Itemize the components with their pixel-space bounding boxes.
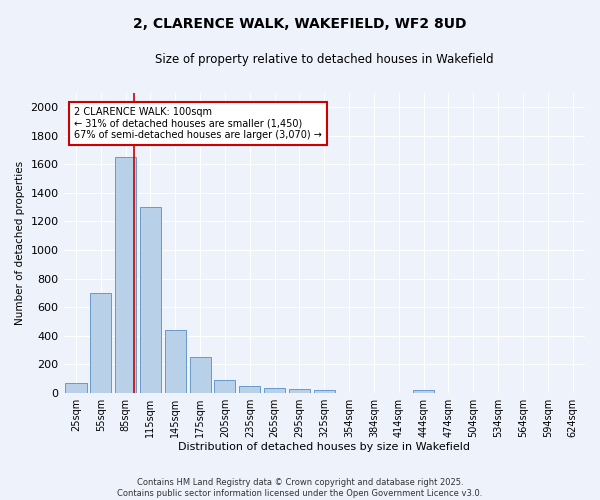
- Bar: [239, 386, 260, 392]
- Bar: [90, 293, 112, 392]
- Text: 2, CLARENCE WALK, WAKEFIELD, WF2 8UD: 2, CLARENCE WALK, WAKEFIELD, WF2 8UD: [133, 18, 467, 32]
- Bar: [214, 380, 235, 392]
- Bar: [140, 207, 161, 392]
- Bar: [190, 357, 211, 392]
- Y-axis label: Number of detached properties: Number of detached properties: [15, 161, 25, 325]
- Text: 2 CLARENCE WALK: 100sqm
← 31% of detached houses are smaller (1,450)
67% of semi: 2 CLARENCE WALK: 100sqm ← 31% of detache…: [74, 106, 322, 140]
- Text: Contains HM Land Registry data © Crown copyright and database right 2025.
Contai: Contains HM Land Registry data © Crown c…: [118, 478, 482, 498]
- Bar: [165, 330, 186, 392]
- X-axis label: Distribution of detached houses by size in Wakefield: Distribution of detached houses by size …: [178, 442, 470, 452]
- Bar: [264, 388, 285, 392]
- Bar: [289, 389, 310, 392]
- Title: Size of property relative to detached houses in Wakefield: Size of property relative to detached ho…: [155, 52, 494, 66]
- Bar: [413, 390, 434, 392]
- Bar: [115, 158, 136, 392]
- Bar: [314, 390, 335, 392]
- Bar: [65, 384, 86, 392]
